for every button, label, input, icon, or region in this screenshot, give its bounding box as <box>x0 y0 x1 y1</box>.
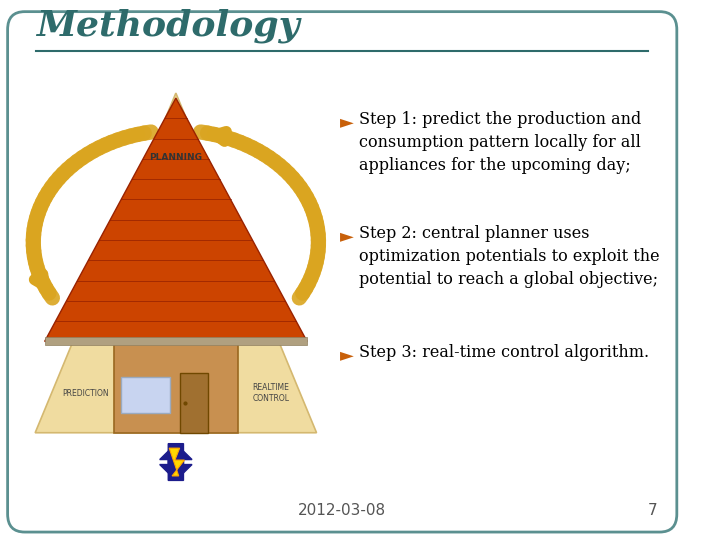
FancyArrow shape <box>160 444 192 481</box>
Text: Step 3: real-time control algorithm.: Step 3: real-time control algorithm. <box>359 345 649 361</box>
Polygon shape <box>169 448 184 476</box>
Text: REALTIME
CONTROL: REALTIME CONTROL <box>253 383 289 403</box>
Text: 2012-03-08: 2012-03-08 <box>298 503 386 518</box>
Text: Step 2: central planner uses
optimization potentials to exploit the
potential to: Step 2: central planner uses optimizatio… <box>359 225 660 288</box>
Text: 7: 7 <box>648 503 658 518</box>
FancyArrow shape <box>160 444 192 481</box>
Text: Methodology: Methodology <box>36 9 300 43</box>
Polygon shape <box>35 93 317 433</box>
FancyBboxPatch shape <box>180 373 208 433</box>
Text: ►: ► <box>341 227 354 245</box>
FancyBboxPatch shape <box>121 377 170 413</box>
Text: Step 1: predict the production and
consumption pattern locally for all
appliance: Step 1: predict the production and consu… <box>359 111 642 174</box>
Text: PREDICTION: PREDICTION <box>62 388 109 397</box>
Polygon shape <box>45 98 307 341</box>
Text: ►: ► <box>341 113 354 131</box>
FancyBboxPatch shape <box>45 338 307 346</box>
FancyBboxPatch shape <box>114 341 238 433</box>
Text: PLANNING: PLANNING <box>149 153 202 162</box>
Text: ►: ► <box>341 346 354 364</box>
FancyBboxPatch shape <box>8 12 677 532</box>
